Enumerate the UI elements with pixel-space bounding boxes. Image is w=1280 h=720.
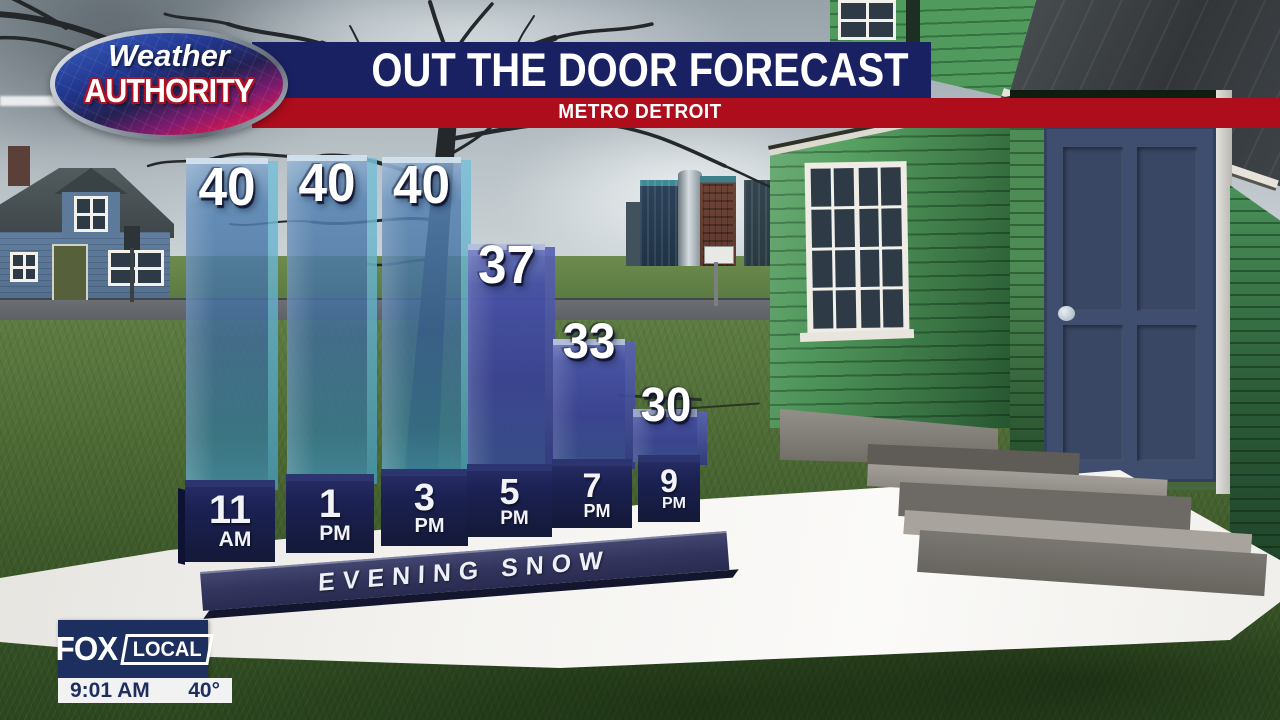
street-sign [704, 246, 734, 264]
porch-side-wall [1010, 128, 1044, 468]
green-house-double-window [804, 161, 910, 335]
door-knob [1058, 306, 1075, 321]
time-label-cube: 5 PM [467, 464, 552, 537]
subtitle-bar [252, 98, 1280, 128]
fox-brand-text: FOX [56, 630, 119, 667]
title-bar [252, 42, 931, 98]
time-label-cube: 1 PM [286, 474, 374, 553]
time-label-cube: 7 PM [552, 459, 632, 528]
blue-house-window [108, 250, 164, 286]
page-subtitle: METRO DETROIT [558, 101, 722, 123]
front-door [1044, 126, 1216, 482]
fox-local-logo: FOX LOCAL [56, 620, 215, 678]
green-house-attic-window [838, 0, 896, 40]
street-sign-pole [714, 262, 718, 306]
skyline-tower [626, 202, 642, 266]
time-label-cube: 3 PM [381, 469, 468, 546]
temperature-value: 40 [298, 153, 356, 213]
temperature-value: 30 [640, 379, 692, 432]
skyline-cylinder-tower [678, 170, 702, 266]
forecast-bar-1pm [287, 155, 377, 484]
door-trim [1216, 90, 1232, 494]
skyline-tower [640, 180, 680, 266]
blue-house-dormer-window [74, 196, 108, 232]
basketball-backboard [124, 226, 140, 250]
weather-authority-logo: Weather AUTHORITY [50, 28, 288, 140]
basketball-pole [130, 248, 134, 302]
blue-house-chimney [8, 146, 30, 186]
temperature-value: 40 [392, 155, 451, 215]
time-label-cube: 9 PM [638, 455, 700, 522]
temperature-value: 37 [477, 235, 536, 295]
green-house-downspout [906, 0, 920, 48]
forecast-bar-9pm [633, 409, 707, 465]
logo-text-authority: AUTHORITY [84, 72, 255, 109]
blue-house-door [52, 244, 88, 300]
temperature-value: 33 [562, 313, 616, 369]
logo-globe [55, 33, 283, 135]
forecast-bar-3pm [382, 157, 471, 479]
logo-text-weather: Weather [108, 38, 230, 73]
green-house-side-wall [1230, 185, 1280, 590]
forecast-bar-5pm [468, 244, 555, 474]
temperature-value: 40 [198, 157, 256, 217]
local-badge: LOCAL [120, 633, 215, 665]
current-temperature: 40° [188, 678, 220, 702]
page-title: OUT THE DOOR FORECAST [371, 43, 909, 96]
time-label-cube: 11 AM [185, 480, 275, 562]
forecast-bar-11am [186, 158, 278, 490]
blue-house-small-window [10, 252, 38, 282]
time-temperature-bar: 9:01 AM 40° [58, 678, 232, 703]
forecast-bar-7pm [553, 339, 635, 469]
clock-time: 9:01 AM [70, 678, 150, 702]
